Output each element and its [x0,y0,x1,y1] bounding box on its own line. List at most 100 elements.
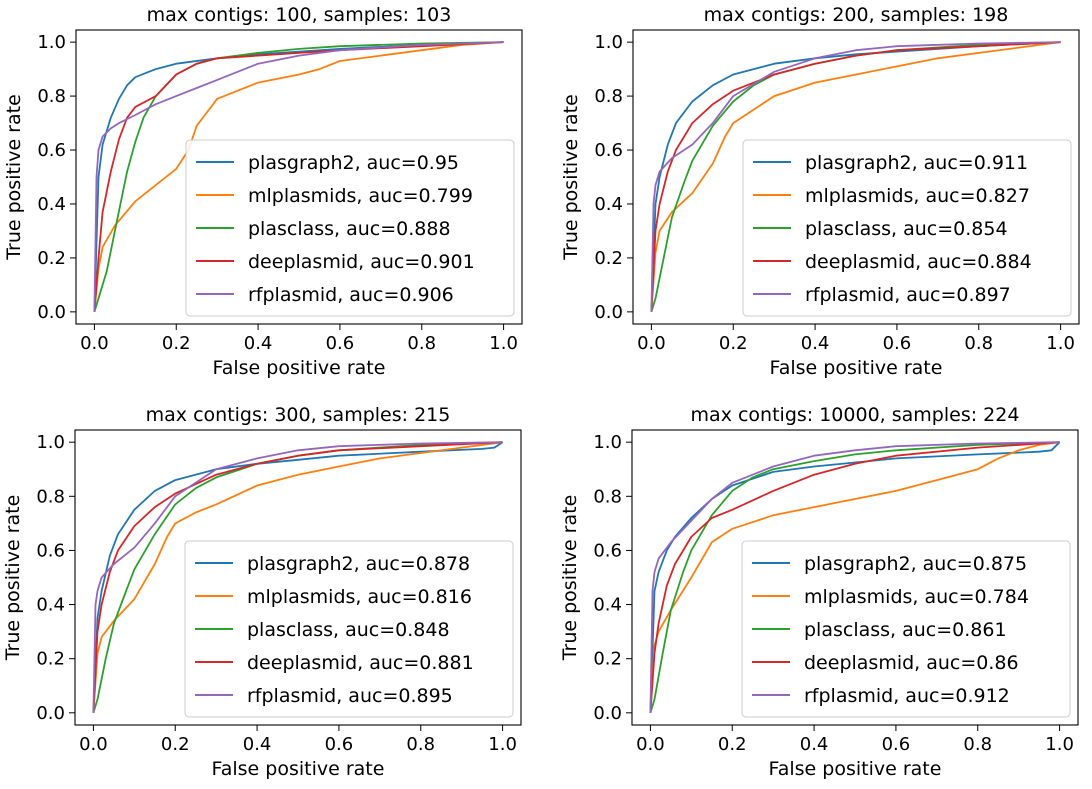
roc-panel-3: max contigs: 300, samples: 215 0.0 0.2 0.4 0… [2,404,522,780]
legend-label-deeplasmid: deeplasmid, auc=0.884 [805,251,1032,273]
y-tick-label: 1.0 [36,432,65,453]
x-tick-label: 0.0 [80,333,109,354]
y-tick-label: 0.2 [593,649,622,670]
panel-title: max contigs: 10000, samples: 224 [691,404,1020,426]
legend-box [185,139,515,317]
y-axis-label: True positive rate [559,495,581,662]
y-tick-label: 0.6 [593,540,622,561]
roc-curve-deeplasmid [649,441,1060,713]
roc-panel-1: max contigs: 100, samples: 103 0.0 0.2 0.4 0… [3,4,523,379]
legend-label-plasgraph2: plasgraph2, auc=0.911 [805,152,1028,174]
panel-title: max contigs: 300, samples: 215 [146,404,451,426]
legend-box [184,540,514,718]
x-tick-label: 0.8 [964,333,993,354]
panel-title: max contigs: 100, samples: 103 [147,4,452,26]
y-tick-label: 0.6 [36,540,65,561]
legend: plasgraph2, auc=0.911 mlplasmids, auc=0.8… [742,139,1072,317]
x-axis-label: False positive rate [770,357,943,379]
y-axis-label: True positive rate [2,495,24,662]
roc-panel-4: max contigs: 10000, samples: 224 0.0 0.2 0.… [559,404,1079,780]
legend-label-deeplasmid: deeplasmid, auc=0.901 [248,251,475,273]
y-tick-label: 0.2 [37,248,66,269]
roc-curve-plasgraph2 [93,41,504,312]
y-axis-label: True positive rate [560,94,582,261]
x-tick-label: 1.0 [489,333,518,354]
x-tick-label: 0.6 [883,333,912,354]
x-tick-label: 0.4 [243,734,272,755]
y-tick-label: 0.2 [36,649,65,670]
legend-label-deeplasmid: deeplasmid, auc=0.86 [804,652,1019,674]
x-tick-label: 1.0 [1046,333,1075,354]
x-axis-label: False positive rate [213,357,386,379]
roc-curve-rfplasmid [93,41,504,312]
roc-curves [650,41,1061,313]
y-tick-label: 0.2 [594,248,623,269]
legend-label-plasclass: plasclass, auc=0.861 [804,619,1007,641]
x-axis-label: False positive rate [212,758,385,780]
roc-curve-mlplasmids [650,41,1061,312]
roc-curve-plasgraph2 [649,441,1061,713]
y-tick-label: 0.8 [37,86,66,107]
y-tick-label: 0.4 [594,194,623,215]
x-tick-label: 0.6 [325,734,354,755]
roc-curve-mlplasmids [649,441,1060,713]
legend-label-plasgraph2: plasgraph2, auc=0.875 [804,553,1027,575]
x-tick-label: 0.8 [407,333,436,354]
y-tick-label: 0.4 [37,194,66,215]
roc-curve-plasgraph2 [650,41,1061,312]
legend-label-rfplasmid: rfplasmid, auc=0.912 [804,685,1010,707]
roc-curve-rfplasmid [649,441,1060,713]
legend-label-plasclass: plasclass, auc=0.848 [247,619,450,641]
y-tick-label: 0.4 [593,595,622,616]
x-tick-label: 0.0 [636,734,665,755]
legend: plasgraph2, auc=0.875 mlplasmids, auc=0.7… [741,540,1071,718]
legend-label-mlplasmids: mlplasmids, auc=0.816 [247,586,472,608]
x-tick-label: 1.0 [1045,734,1074,755]
y-tick-label: 0.6 [594,140,623,161]
x-tick-label: 0.4 [244,333,273,354]
legend-label-mlplasmids: mlplasmids, auc=0.799 [248,185,473,207]
y-tick-label: 0.8 [593,486,622,507]
legend-label-rfplasmid: rfplasmid, auc=0.895 [247,685,453,707]
roc-curve-deeplasmid [93,41,504,312]
legend-label-plasgraph2: plasgraph2, auc=0.878 [247,553,470,575]
y-tick-label: 1.0 [593,432,622,453]
roc-curve-rfplasmid [92,441,503,713]
y-tick-label: 0.0 [37,302,66,323]
plot-frame [74,429,522,726]
roc-curves [93,41,504,313]
roc-curve-mlplasmids [92,441,503,713]
legend-label-plasgraph2: plasgraph2, auc=0.95 [248,152,459,174]
y-tick-label: 0.6 [37,140,66,161]
legend-label-mlplasmids: mlplasmids, auc=0.784 [804,586,1029,608]
legend-box [742,139,1072,317]
roc-curve-plasclass [649,441,1060,714]
legend-label-rfplasmid: rfplasmid, auc=0.897 [805,284,1011,306]
y-tick-label: 0.0 [36,703,65,724]
roc-curves [92,441,504,714]
legend-label-plasclass: plasclass, auc=0.854 [805,218,1008,240]
legend: plasgraph2, auc=0.95 mlplasmids, auc=0.79… [185,139,515,317]
panel-title: max contigs: 200, samples: 198 [704,4,1009,26]
x-tick-label: 0.0 [637,333,666,354]
x-tick-label: 1.0 [488,734,517,755]
legend-box [741,540,1071,718]
roc-curve-rfplasmid [650,41,1061,312]
x-tick-label: 0.6 [326,333,355,354]
x-tick-label: 0.2 [719,333,748,354]
y-tick-label: 1.0 [594,32,623,53]
roc-curve-mlplasmids [93,41,504,312]
plot-frame [631,429,1079,726]
x-tick-label: 0.2 [718,734,747,755]
x-tick-label: 0.2 [162,333,191,354]
x-tick-label: 0.6 [882,734,911,755]
x-tick-label: 0.4 [801,333,830,354]
legend-label-plasclass: plasclass, auc=0.888 [248,218,451,240]
y-tick-label: 0.0 [593,703,622,724]
roc-curve-deeplasmid [92,441,503,713]
y-tick-label: 1.0 [37,32,66,53]
x-axis-label: False positive rate [769,758,942,780]
y-axis-label: True positive rate [3,94,25,261]
y-tick-label: 0.4 [36,595,65,616]
